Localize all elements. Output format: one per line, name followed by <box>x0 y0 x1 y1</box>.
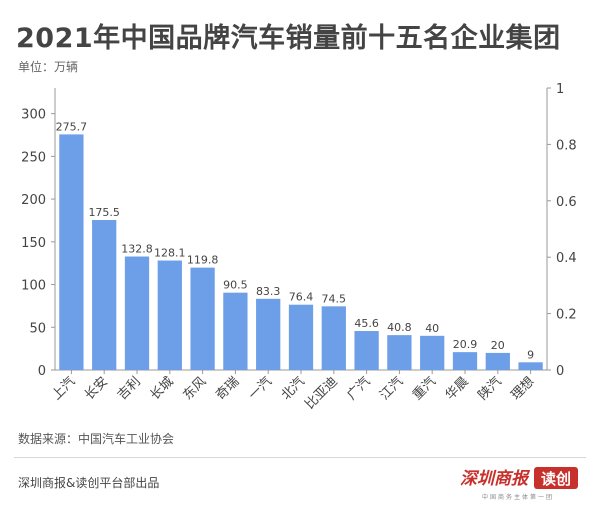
y-tick-label: 200 <box>21 193 46 208</box>
bar-value-label: 128.1 <box>154 247 186 260</box>
bar-value-label: 20.9 <box>453 338 478 351</box>
y-tick-label: 300 <box>21 108 46 123</box>
logo-badge-text: 读创 <box>541 470 571 488</box>
bar-value-label: 275.7 <box>56 120 88 133</box>
data-source: 数据来源：中国汽车工业协会 <box>18 432 175 446</box>
logo-badge <box>534 467 578 489</box>
y-tick-label: 100 <box>21 279 46 294</box>
bar-chart: 0 50 100 150 200 250 300 0 0.2 0.4 0.6 0.8 1 275.7 上汽 1… <box>21 82 577 412</box>
bar-value-label: 74.5 <box>322 292 347 305</box>
y-tick-label: 250 <box>21 150 46 165</box>
publisher-credit: 深圳商报&读创平台部出品 <box>18 476 160 490</box>
bar-value-label: 119.8 <box>187 254 219 267</box>
bar-value-label: 20 <box>491 339 505 352</box>
x-tick-label: 理想 <box>508 374 538 404</box>
shenzhen-daily-logo: 深圳商报 读创 中国商务主体第一团 <box>460 467 578 501</box>
bar <box>354 331 379 370</box>
bar-value-label: 9 <box>527 348 534 361</box>
x-tick-label: 比亚迪 <box>302 374 340 412</box>
x-tick-label: 江汽 <box>377 374 406 403</box>
bar-value-label: 45.6 <box>354 317 379 330</box>
bar <box>321 306 346 370</box>
unit-label: 单位：万辆 <box>18 60 79 74</box>
bar-value-label: 40 <box>425 322 439 335</box>
logo-subtext: 中国商务主体第一团 <box>482 493 554 501</box>
bar <box>223 292 248 370</box>
x-tick-label: 北汽 <box>279 374 308 403</box>
y-tick-label: 0 <box>38 364 46 379</box>
bar <box>59 134 84 370</box>
footer-divider <box>14 457 586 458</box>
bar <box>288 304 314 370</box>
x-tick-label: 重汽 <box>409 374 439 404</box>
y-tick-label: 50 <box>29 321 46 336</box>
bar <box>387 335 412 370</box>
chart-title: 2021年中国品牌汽车销量前十五名企业集团 <box>16 23 561 54</box>
x-tick-label: 东风 <box>180 374 209 403</box>
bar-value-label: 76.4 <box>289 291 314 304</box>
bar <box>518 362 543 370</box>
y2-tick-label: 0.6 <box>556 195 577 210</box>
x-tick-label: 陕汽 <box>476 374 505 403</box>
bar-value-label: 83.3 <box>256 285 281 298</box>
x-tick-label: 一汽 <box>246 374 275 403</box>
bar-value-label: 90.5 <box>223 279 248 292</box>
bar <box>420 335 445 370</box>
x-tick-label: 长安 <box>82 374 111 403</box>
bar <box>157 260 182 370</box>
y2-tick-label: 0.8 <box>556 138 577 153</box>
bar <box>190 267 215 370</box>
y-tick-label: 150 <box>21 236 46 251</box>
x-tick-label: 上汽 <box>49 374 78 403</box>
x-tick-label: 长城 <box>148 374 177 403</box>
bar <box>485 352 510 370</box>
bar <box>452 352 478 370</box>
bar-value-label: 175.5 <box>88 206 120 219</box>
logo-main-text: 深圳商报 <box>460 469 531 489</box>
bar <box>256 298 281 370</box>
x-tick-label: 吉利 <box>115 374 144 403</box>
y2-tick-label: 0.4 <box>556 251 577 266</box>
y2-tick-label: 1 <box>556 82 564 97</box>
y2-tick-label: 0 <box>556 364 564 379</box>
bar <box>124 256 150 370</box>
y2-tick-label: 0.2 <box>556 308 577 323</box>
bar-value-label: 40.8 <box>387 321 412 334</box>
bar-value-label: 132.8 <box>121 243 153 256</box>
bar <box>92 220 117 370</box>
x-tick-label: 广汽 <box>344 374 373 403</box>
x-tick-label: 华晨 <box>443 374 472 403</box>
x-tick-label: 奇瑞 <box>213 374 243 404</box>
